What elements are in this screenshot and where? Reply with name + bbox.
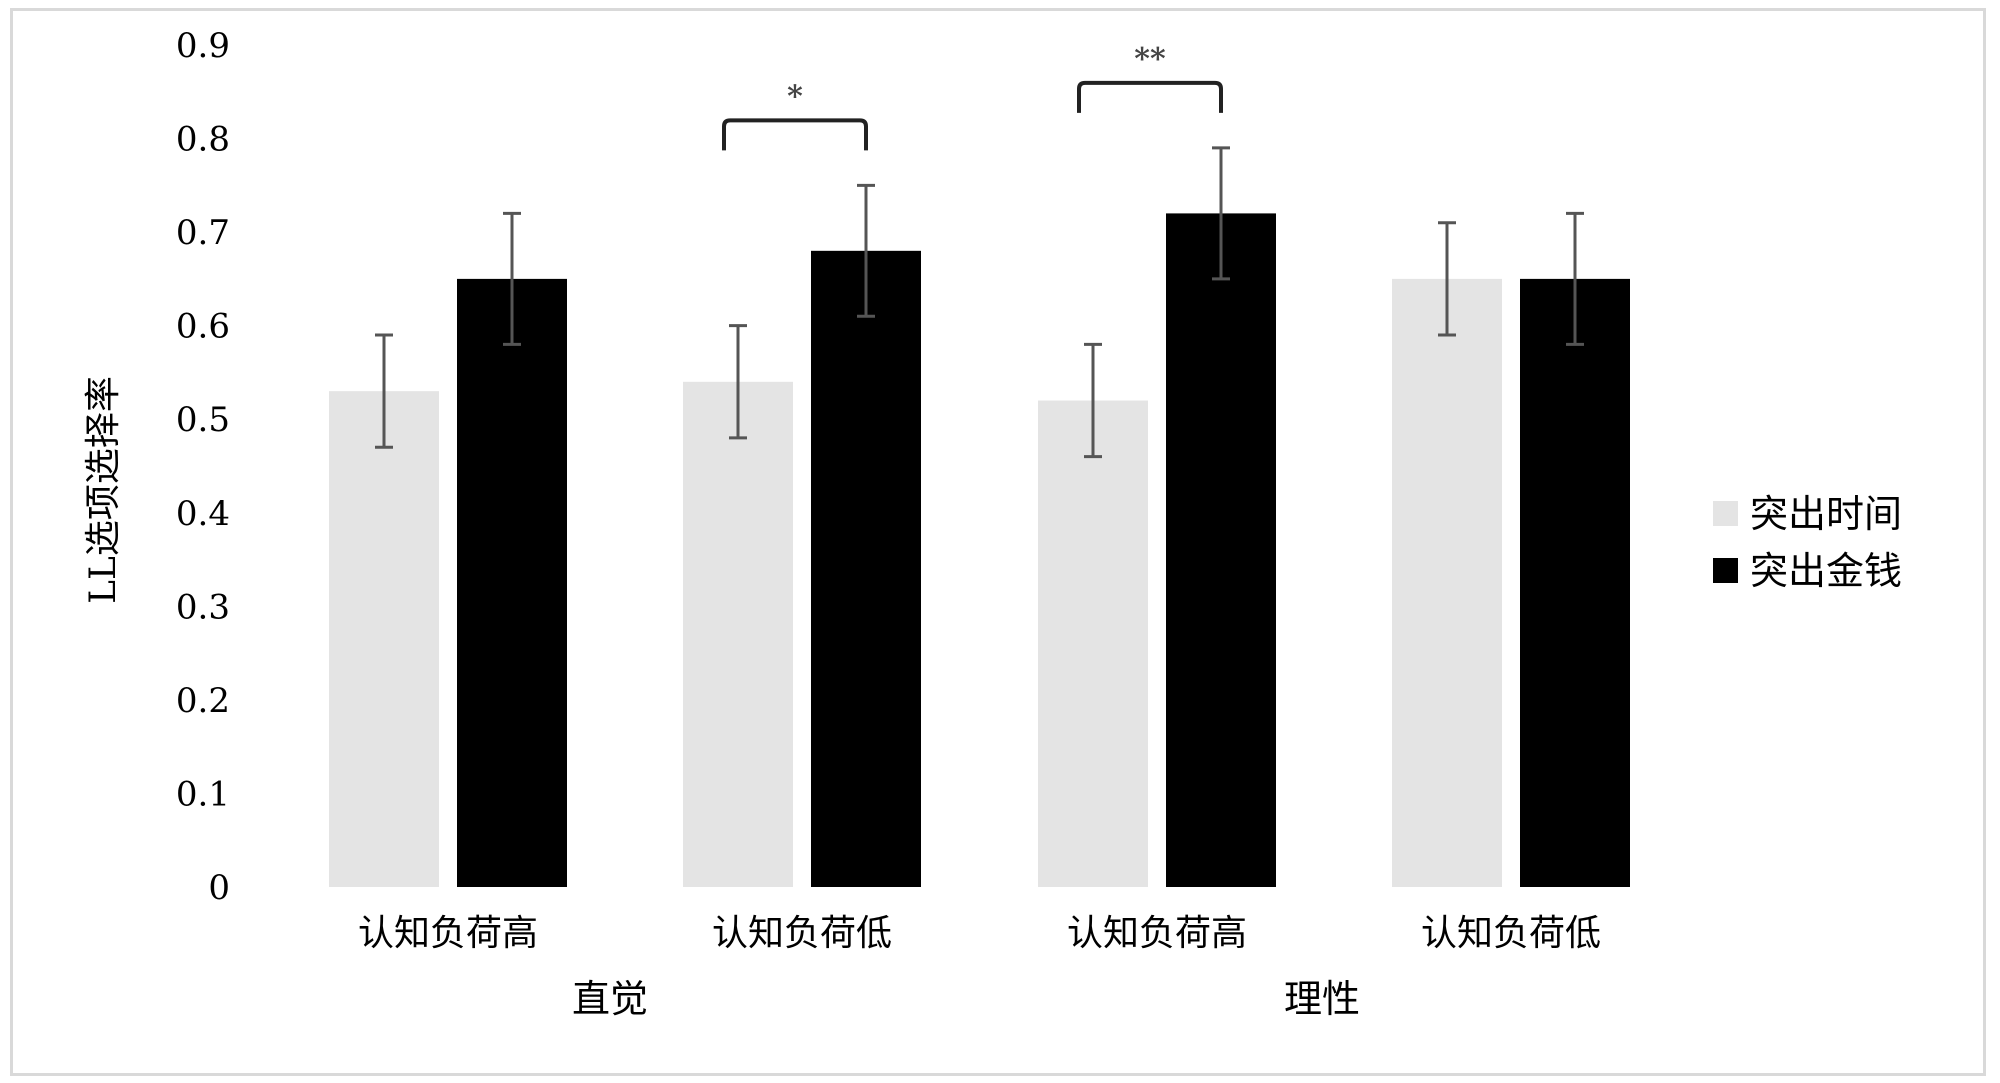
bar-time (1392, 278, 1502, 887)
significance-bracket (722, 118, 868, 151)
y-tick-label: 0 (208, 868, 230, 908)
bar-time (1038, 400, 1148, 887)
bar-money (1520, 278, 1630, 887)
x-category-label: 认知负荷低 (1421, 913, 1601, 954)
x-category-label: 认知负荷低 (712, 913, 892, 954)
y-tick-label: 0.2 (176, 681, 230, 721)
chart-frame (10, 8, 1986, 1076)
y-tick-label: 0.6 (176, 307, 230, 347)
x-group-label: 理性 (1284, 977, 1360, 1021)
x-group-label: 直觉 (572, 977, 648, 1021)
y-tick-label: 0.3 (176, 587, 230, 627)
bar-time (329, 391, 439, 887)
legend-label: 突出时间 (1750, 492, 1902, 536)
bar-money (457, 278, 567, 887)
y-tick-label: 0.4 (176, 494, 230, 534)
significance-marker: ** (1134, 42, 1166, 77)
y-axis-ticks: 0 0.1 0.2 0.3 0.4 0.5 0.6 0.7 0.8 0.9 (176, 26, 230, 908)
legend-swatch (1713, 558, 1738, 583)
y-tick-label: 0.1 (176, 774, 230, 814)
error-bars (375, 146, 1584, 459)
x-category-label: 认知负荷高 (358, 913, 538, 954)
y-tick-label: 0.7 (176, 213, 230, 253)
significance-marker: * (787, 79, 803, 114)
x-axis-category-labels: 认知负荷高 认知负荷低 认知负荷高 认知负荷低 (358, 913, 1601, 954)
significance-bracket (1077, 80, 1223, 113)
y-tick-label: 0.8 (176, 120, 230, 160)
legend-label: 突出金钱 (1750, 549, 1902, 593)
y-tick-label: 0.9 (176, 26, 230, 66)
bar-money (811, 250, 921, 888)
y-axis-label: LL选项选择率 (83, 376, 124, 604)
legend-swatch (1713, 501, 1738, 526)
bar-money (1166, 213, 1276, 887)
y-tick-label: 0.5 (176, 400, 230, 440)
bars (329, 213, 1630, 888)
x-category-label: 认知负荷高 (1067, 913, 1247, 954)
x-axis-group-labels: 直觉 理性 (572, 977, 1360, 1021)
significance-brackets: *** (722, 42, 1223, 151)
bar-time (683, 381, 793, 887)
